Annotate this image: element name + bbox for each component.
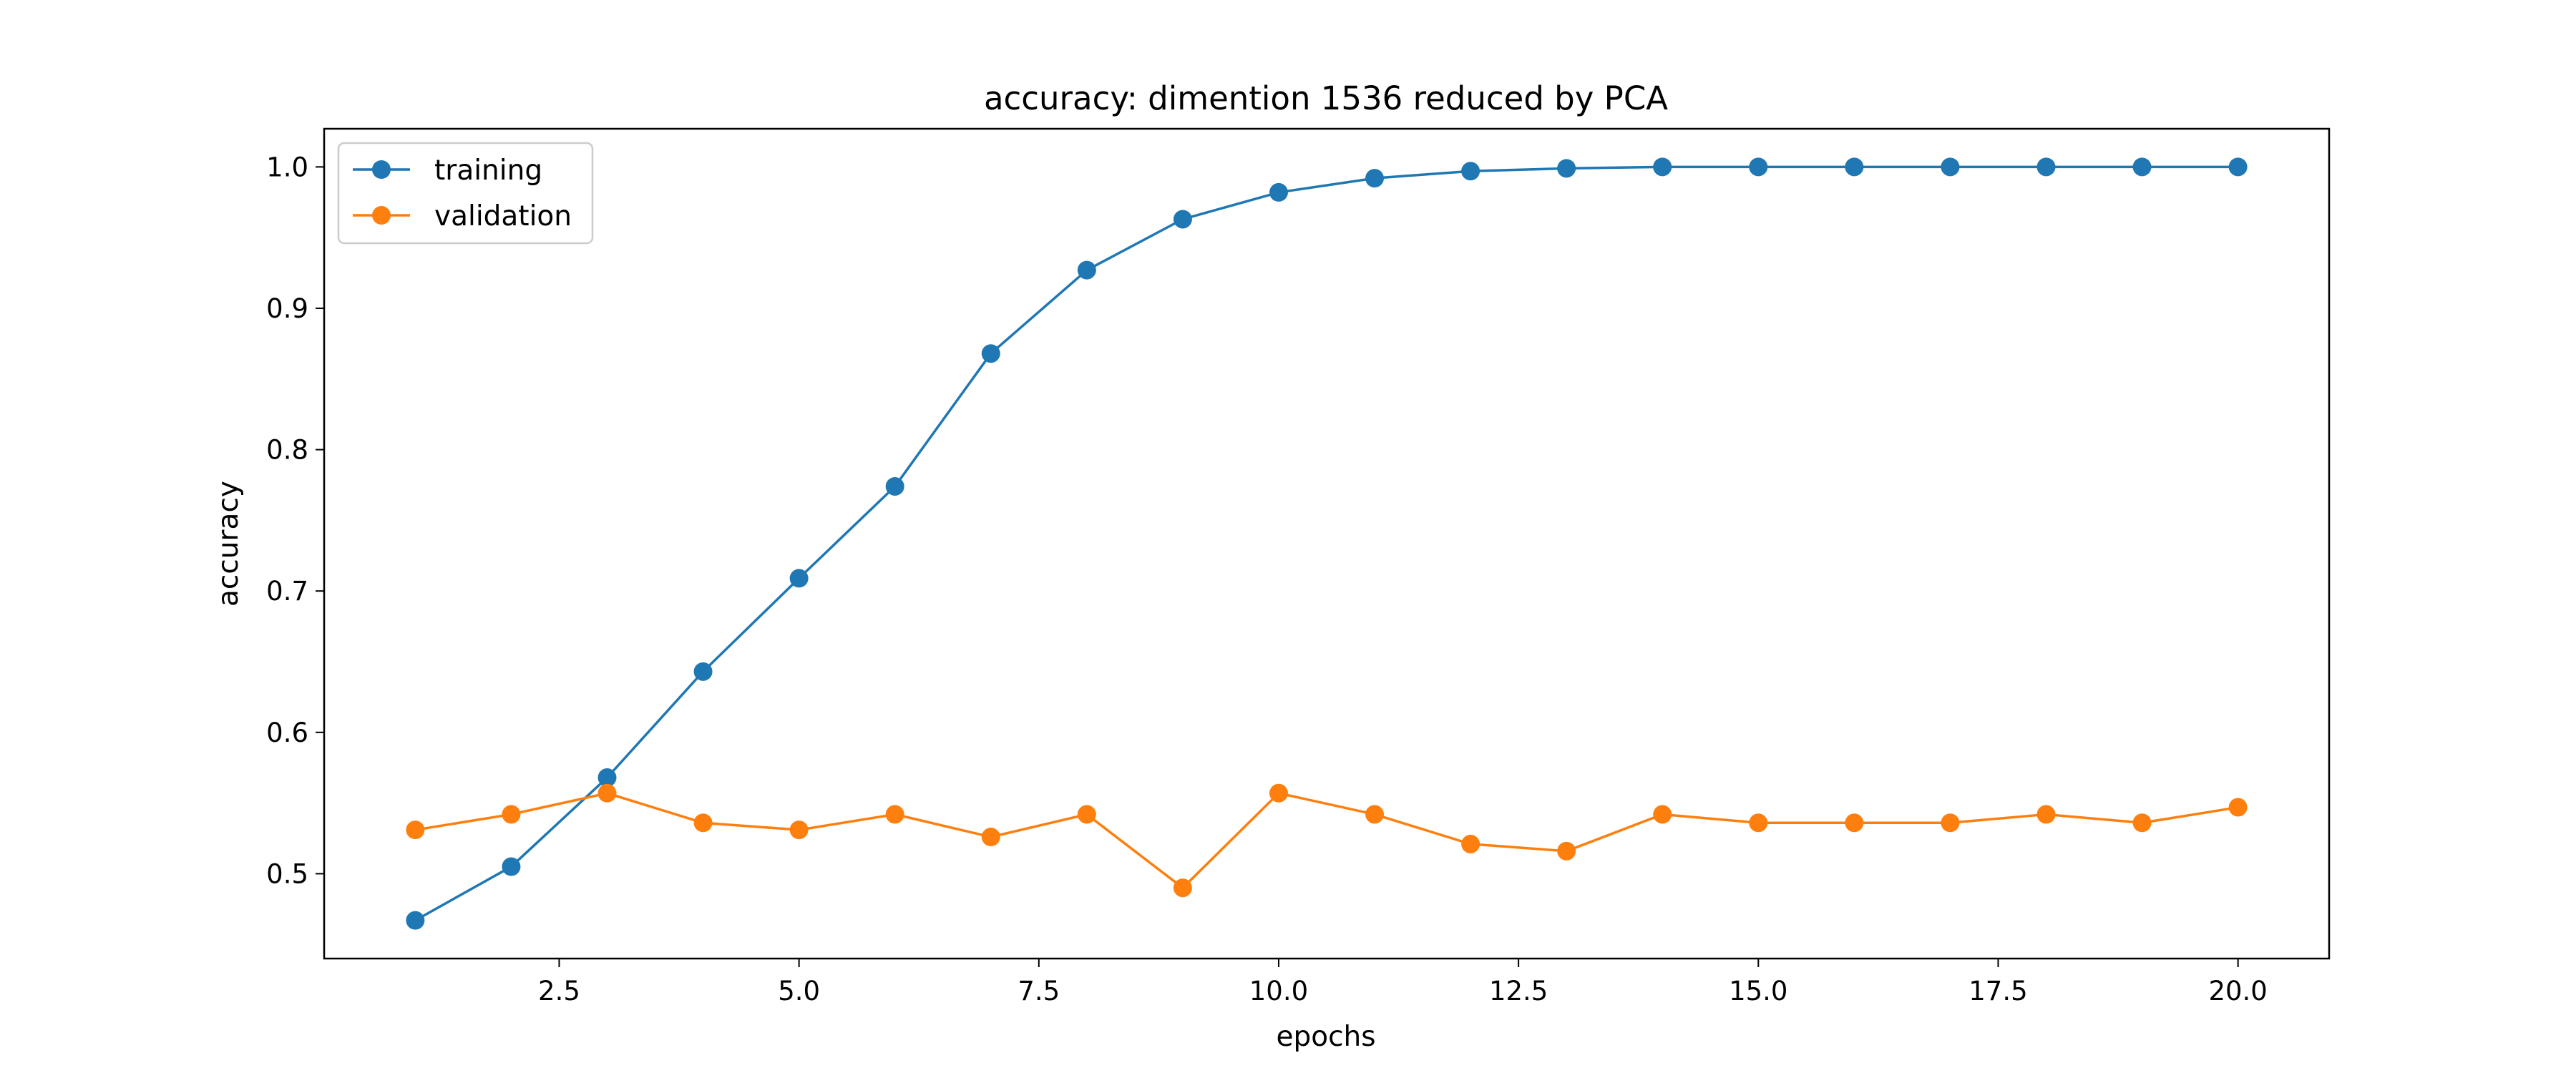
y-tick-label: 0.6 <box>266 717 308 748</box>
x-tick-label: 7.5 <box>1018 976 1060 1006</box>
chart-title: accuracy: dimention 1536 reduced by PCA <box>984 79 1668 117</box>
data-point-training <box>789 569 809 588</box>
data-point-training <box>1845 157 1864 177</box>
data-point-validation <box>2228 798 2248 817</box>
data-point-training <box>502 857 521 876</box>
data-point-validation <box>1461 834 1480 853</box>
y-axis-label: accuracy <box>213 481 245 607</box>
data-point-validation <box>502 805 521 824</box>
x-tick-label: 12.5 <box>1489 976 1548 1006</box>
x-axis: 2.5 5.0 7.5 10.0 12.5 15.0 17.5 20.0 <box>538 959 2268 1006</box>
x-axis-label: epochs <box>1276 1021 1375 1053</box>
data-point-validation <box>1173 878 1192 898</box>
legend-label-training: training <box>434 155 542 187</box>
data-point-training <box>1941 157 1960 177</box>
data-point-validation <box>1653 805 1672 824</box>
legend-label-validation: validation <box>434 200 572 232</box>
data-point-training <box>693 662 713 681</box>
data-point-validation <box>1941 813 1960 833</box>
y-tick-label: 0.8 <box>266 435 308 466</box>
legend-frame <box>337 142 594 245</box>
x-tick-label: 5.0 <box>778 976 820 1006</box>
x-tick-label: 17.5 <box>1968 976 2027 1006</box>
data-point-validation <box>2132 813 2152 833</box>
series-validation <box>406 783 2248 898</box>
data-point-training <box>1365 169 1385 188</box>
x-tick-label: 20.0 <box>2208 976 2267 1006</box>
y-axis: 0.5 0.6 0.7 0.8 0.9 1.0 <box>266 152 324 889</box>
data-point-validation <box>2036 805 2056 824</box>
data-point-validation <box>1269 783 1288 803</box>
y-tick-label: 1.0 <box>266 152 308 182</box>
data-point-validation <box>597 783 617 803</box>
data-point-training <box>1269 182 1288 202</box>
data-point-validation <box>406 820 425 840</box>
data-point-validation <box>1845 813 1864 833</box>
legend-marker-validation <box>372 206 391 225</box>
plot-background <box>324 129 2329 959</box>
legend-marker-training <box>372 160 391 179</box>
data-point-training <box>1173 210 1192 229</box>
data-point-validation <box>789 820 809 840</box>
data-point-validation <box>1365 805 1385 824</box>
data-point-training <box>2132 157 2152 177</box>
data-point-training <box>1749 157 1768 177</box>
series-line-training <box>414 165 2238 922</box>
data-point-validation <box>1077 805 1096 824</box>
series-layer <box>406 157 2248 930</box>
x-tick-label: 2.5 <box>538 976 580 1006</box>
data-point-training <box>1461 162 1480 181</box>
data-point-training <box>406 911 425 930</box>
series-training <box>406 157 2248 930</box>
data-point-training <box>2228 157 2248 177</box>
data-point-validation <box>693 813 713 833</box>
data-point-validation <box>885 805 904 824</box>
data-point-training <box>2036 157 2056 177</box>
data-point-validation <box>1749 813 1768 833</box>
y-tick-label: 0.5 <box>266 858 308 889</box>
data-point-validation <box>981 828 1000 847</box>
x-tick-label: 15.0 <box>1729 976 1787 1006</box>
series-line-validation <box>415 792 2238 889</box>
data-point-validation <box>1557 841 1576 861</box>
data-point-training <box>1653 157 1672 177</box>
data-point-training <box>885 476 904 496</box>
data-point-training <box>1077 260 1096 280</box>
y-tick-label: 0.9 <box>266 293 308 324</box>
legend: training validation <box>337 142 594 245</box>
plot-area <box>324 129 2329 959</box>
plot-frame <box>323 127 2331 960</box>
data-point-training <box>597 768 617 788</box>
data-point-training <box>981 344 1000 363</box>
data-point-training <box>1557 159 1576 178</box>
y-tick-label: 0.7 <box>266 576 308 607</box>
x-tick-label: 10.0 <box>1249 976 1308 1006</box>
